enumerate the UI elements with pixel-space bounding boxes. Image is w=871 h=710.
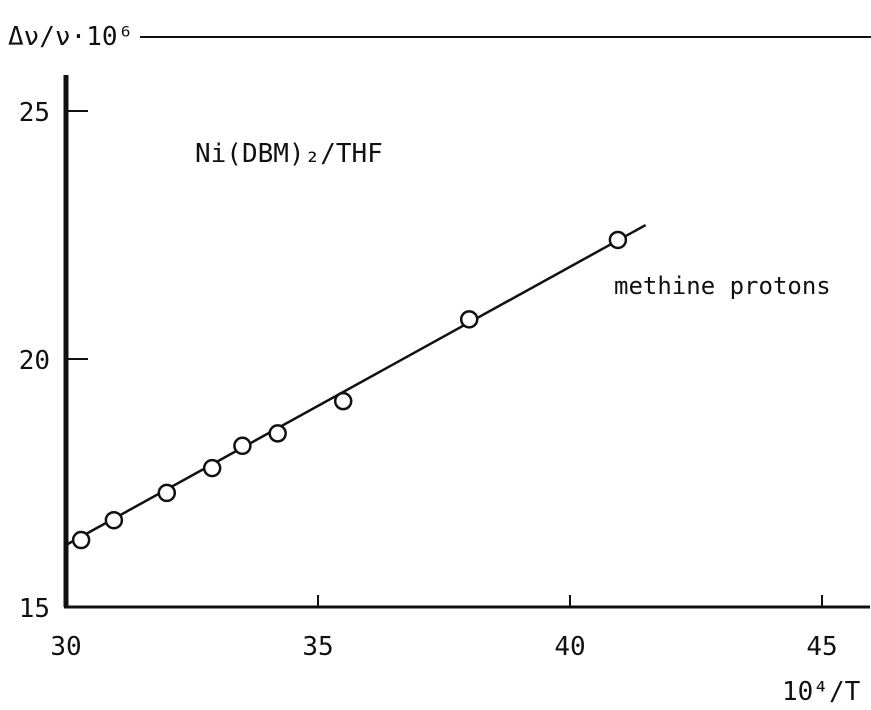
sample-annotation: Ni(DBM)₂/THF [195, 139, 383, 169]
data-point [268, 424, 287, 443]
y-axis-label: Δν/ν·10⁶ [8, 22, 133, 52]
series-label: methine protons [614, 272, 831, 300]
data-point [157, 483, 177, 503]
data-point [202, 458, 222, 478]
x-tick-label-30: 30 [50, 632, 81, 662]
data-point [104, 510, 124, 530]
x-tick-label-40: 40 [554, 632, 585, 662]
x-tick-label-45: 45 [806, 632, 837, 662]
data-point [233, 436, 252, 456]
data-point [459, 310, 479, 329]
data-point [608, 230, 628, 250]
x-axis-label: 10⁴/T [782, 677, 861, 707]
y-tick-label-20: 20 [19, 346, 50, 376]
y-tick-label-15: 15 [19, 594, 50, 624]
data-point [333, 391, 353, 411]
y-tick-label-25: 25 [19, 98, 50, 128]
x-tick-label-35: 35 [302, 632, 333, 662]
fit-line [65, 223, 647, 547]
data-point [71, 530, 91, 550]
